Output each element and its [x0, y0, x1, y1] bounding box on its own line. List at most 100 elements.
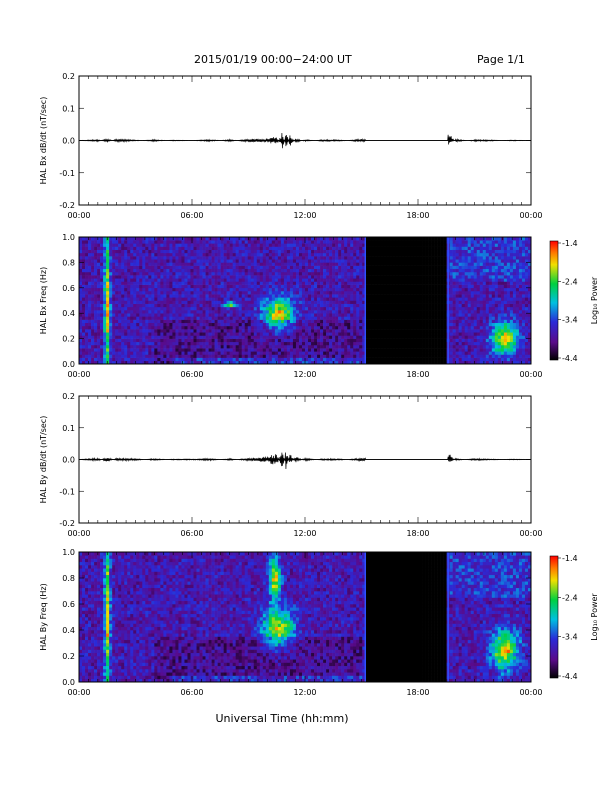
spectrogram-cell: [365, 281, 369, 285]
spectrogram-cell: [371, 354, 375, 358]
spectrogram-cell: [193, 351, 197, 355]
spectrogram-cell: [148, 322, 152, 327]
spectrogram-cell: [395, 243, 399, 247]
spectrogram-cell: [407, 357, 411, 362]
spectrogram-cell: [214, 341, 218, 346]
spectrogram-cell: [392, 300, 396, 304]
spectrogram-cell: [259, 294, 264, 298]
spectrogram-cell: [271, 243, 276, 247]
spectrogram-cell: [154, 265, 158, 270]
spectrogram-cell: [136, 243, 140, 247]
spectrogram-cell: [305, 287, 309, 292]
spectrogram-cell: [94, 306, 98, 311]
spectrogram-cell: [205, 249, 209, 254]
spectrogram-cell: [112, 303, 116, 308]
spectrogram-cell: [437, 287, 441, 292]
spectrogram-cell: [178, 278, 182, 282]
spectrogram-cell: [395, 265, 399, 270]
spectrogram-cell: [151, 306, 155, 311]
spectrogram-cell: [148, 268, 152, 273]
spectrogram-cell: [214, 246, 218, 250]
spectrogram-cell: [187, 303, 191, 308]
spectrogram-cell: [175, 329, 179, 333]
spectrogram-cell: [94, 360, 98, 365]
spectrogram-cell: [253, 268, 258, 273]
spectrogram-cell: [332, 316, 336, 320]
spectrogram-cell: [160, 341, 164, 346]
spectrogram-cell: [428, 278, 432, 282]
spectrogram-cell: [371, 360, 375, 365]
spectrogram-cell: [419, 246, 423, 250]
spectrogram-cell: [79, 237, 83, 241]
spectrogram-cell: [193, 316, 197, 320]
spectrogram-cell: [353, 316, 357, 320]
spectrogram-cell: [437, 290, 441, 295]
spectrogram-cell: [286, 351, 291, 355]
spectrogram-cell: [268, 322, 273, 327]
spectrogram-cell: [205, 357, 209, 362]
spectrogram-cell: [350, 325, 354, 330]
spectrogram-cell: [91, 243, 95, 247]
spectrogram-cell: [193, 354, 197, 358]
spectrogram-cell: [410, 287, 414, 292]
spectrogram-cell: [208, 316, 212, 320]
spectrogram-cell: [283, 256, 288, 260]
spectrogram-cell: [223, 322, 227, 327]
spectrogram-cell: [332, 338, 336, 343]
spectrogram-cell: [178, 306, 182, 311]
spectrogram-cell: [350, 354, 354, 358]
spectrogram-cell: [130, 338, 134, 343]
spectrogram-cell: [181, 281, 185, 285]
spectrogram-cell: [166, 268, 170, 273]
spectrogram-cell: [392, 268, 396, 273]
spectrogram-cell: [289, 360, 294, 365]
spectrogram-cell: [395, 319, 399, 324]
spectrogram-cell: [386, 297, 390, 301]
spectrogram-cell: [82, 268, 86, 273]
spectrogram-cell: [181, 284, 185, 289]
spectrogram-cell: [428, 237, 432, 241]
spectrogram-cell: [335, 354, 339, 358]
spectrogram-cell: [419, 341, 423, 346]
spectrogram-cell: [196, 354, 200, 358]
spectrogram-cell: [136, 351, 140, 355]
spectrogram-cell: [413, 313, 417, 317]
spectrogram-cell: [226, 262, 230, 266]
spectrogram-cell: [172, 297, 176, 301]
spectrogram-cell: [229, 344, 233, 349]
spectrogram-cell: [247, 313, 252, 317]
spectrogram-cell: [235, 338, 239, 343]
spectrogram-cell: [332, 275, 336, 279]
spectrogram-cell: [127, 275, 131, 279]
spectrogram-cell: [151, 300, 155, 304]
spectrogram-cell: [416, 313, 420, 317]
spectrogram-cell: [103, 357, 107, 362]
spectrogram-cell: [202, 287, 206, 292]
spectrogram-cell: [226, 249, 230, 254]
spectrogram-cell: [371, 322, 375, 327]
spectrogram-cell: [425, 290, 429, 295]
spectrogram-cell: [151, 297, 155, 301]
spectrogram-cell: [356, 262, 360, 266]
spectrogram-cell: [193, 335, 197, 339]
spectrogram-cell: [238, 306, 243, 311]
spectrogram-cell: [347, 265, 351, 270]
spectrogram-cell: [413, 268, 417, 273]
spectrogram-cell: [268, 268, 273, 273]
spectrogram-cell: [308, 240, 312, 244]
spectrogram-cell: [344, 306, 348, 311]
spectrogram-cell: [157, 351, 161, 355]
spectrogram-cell: [401, 322, 405, 327]
spectrogram-cell: [91, 322, 95, 327]
spectrogram-cell: [365, 237, 369, 241]
spectrogram-cell: [166, 287, 170, 292]
spectrogram-cell: [205, 246, 209, 250]
spectrogram-cell: [85, 275, 89, 279]
spectrogram-cell: [308, 332, 312, 336]
spectrogram-cell: [202, 243, 206, 247]
spectrogram-cell: [262, 256, 267, 260]
spectrogram-cell: [121, 271, 125, 276]
spectrogram-cell: [320, 313, 324, 317]
spectrogram-cell: [271, 351, 276, 355]
spectrogram-cell: [422, 243, 426, 247]
